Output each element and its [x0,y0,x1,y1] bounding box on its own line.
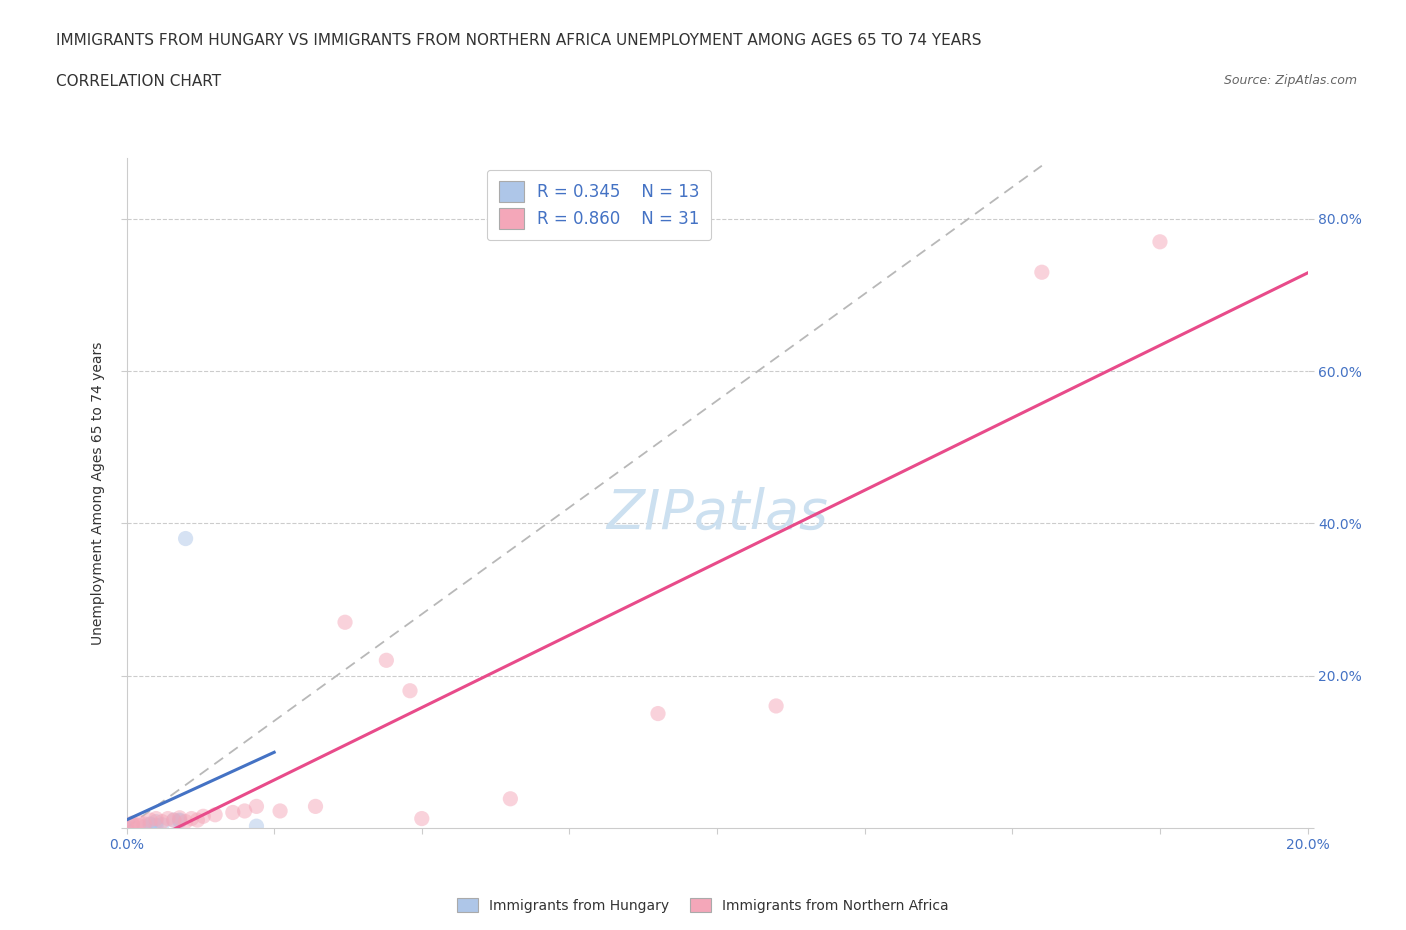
Point [304,799,326,814]
Point [139,813,162,828]
Point [245,818,267,833]
Point [333,615,356,630]
Point [150,817,173,832]
Point [134,819,156,834]
Point [121,818,143,833]
Point [139,817,162,831]
Point [186,813,208,828]
Point [647,706,669,721]
Text: IMMIGRANTS FROM HUNGARY VS IMMIGRANTS FROM NORTHERN AFRICA UNEMPLOYMENT AMONG AG: IMMIGRANTS FROM HUNGARY VS IMMIGRANTS FR… [56,33,981,47]
Point [233,804,256,818]
Point [134,817,156,831]
Point [269,804,291,818]
Point [121,817,143,832]
Point [115,820,138,835]
Legend: Immigrants from Hungary, Immigrants from Northern Africa: Immigrants from Hungary, Immigrants from… [451,893,955,919]
Point [375,653,398,668]
Point [1031,265,1053,280]
Point [145,811,167,826]
Point [127,818,149,833]
Point [222,805,245,820]
Point [163,813,186,828]
Y-axis label: Unemployment Among Ages 65 to 74 years: Unemployment Among Ages 65 to 74 years [91,341,105,644]
Text: ZIPatlas: ZIPatlas [606,486,828,539]
Point [145,818,167,833]
Point [115,819,138,834]
Point [1149,234,1171,249]
Point [127,814,149,829]
Point [150,814,173,829]
Text: CORRELATION CHART: CORRELATION CHART [56,74,221,89]
Point [245,799,267,814]
Point [163,813,186,828]
Text: Source: ZipAtlas.com: Source: ZipAtlas.com [1223,74,1357,87]
Point [499,791,522,806]
Point [193,809,215,824]
Point [174,814,197,829]
Point [145,814,167,829]
Point [411,811,433,826]
Point [169,810,191,825]
Point [174,531,197,546]
Point [121,816,143,830]
Point [139,817,162,832]
Legend: R = 0.345    N = 13, R = 0.860    N = 31: R = 0.345 N = 13, R = 0.860 N = 31 [486,170,711,241]
Point [399,684,422,698]
Point [204,807,226,822]
Point [169,814,191,829]
Point [765,698,787,713]
Point [180,811,202,826]
Point [156,811,179,826]
Point [169,813,191,828]
